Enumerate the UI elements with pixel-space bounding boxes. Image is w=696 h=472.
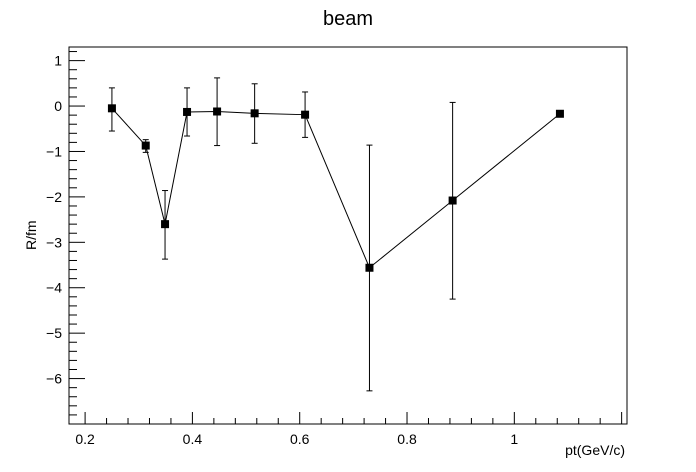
plot-frame — [68, 46, 628, 425]
data-point — [161, 220, 170, 229]
x-tick-label: 0.4 — [183, 431, 203, 447]
y-tick-label: 1 — [54, 53, 62, 69]
data-point — [141, 141, 150, 150]
data-point — [213, 107, 222, 116]
data-point — [250, 109, 259, 118]
y-tick-label: −2 — [46, 189, 62, 205]
x-tick-label: 0.8 — [397, 431, 417, 447]
series-line — [111, 107, 561, 269]
x-tick-label: 1 — [510, 431, 518, 447]
y-axis-label: R/fm — [23, 220, 39, 250]
x-axis-label: pt(GeV/c) — [565, 442, 625, 458]
x-tick-label: 0.2 — [75, 431, 95, 447]
axis-ticks: 0.2 0.4 0.6 0.8 1 −6 −5 −4 −3 −2 −1 0 1 — [46, 51, 623, 447]
y-tick-label: −6 — [46, 371, 62, 387]
x-tick-label: 0.6 — [290, 431, 310, 447]
data-point — [107, 104, 116, 113]
y-tick-label: −4 — [46, 280, 62, 296]
data-point — [365, 263, 374, 272]
data-series — [107, 77, 564, 392]
y-tick-label: −5 — [46, 325, 62, 341]
chart-title: beam — [323, 8, 373, 30]
data-point — [301, 110, 310, 119]
y-tick-label: −3 — [46, 234, 62, 250]
data-point — [555, 109, 564, 118]
y-tick-label: −1 — [46, 143, 62, 159]
data-point — [183, 107, 192, 116]
data-point — [448, 196, 457, 205]
y-tick-label: 0 — [54, 98, 62, 114]
